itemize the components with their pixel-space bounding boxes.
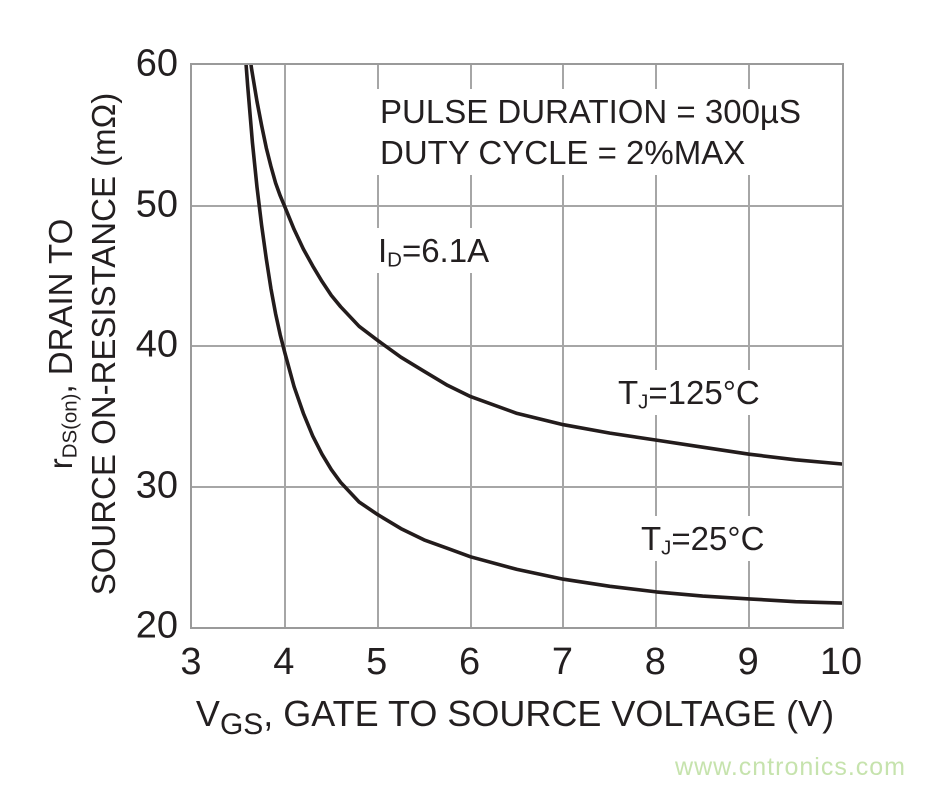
y-tick-label: 60 [135, 42, 178, 85]
x-tick-label: 5 [366, 641, 388, 683]
watermark-text: www.cntronics.com [675, 753, 906, 781]
curve-tj125 [249, 65, 842, 466]
x-tick-label: 9 [737, 641, 759, 683]
y-gridline [192, 345, 842, 347]
curve-tj25 [244, 65, 842, 605]
x-tick-label: 4 [273, 641, 295, 683]
y-gridline [192, 204, 842, 207]
duty-cycle-text: DUTY CYCLE = 2%MAX [380, 134, 746, 171]
curve-label-tj125: TJ=125°C [612, 370, 766, 415]
x-tick-label: 8 [644, 641, 666, 683]
curves-svg [244, 65, 842, 605]
drain-current-note: ID=6.1A [372, 228, 496, 273]
plot-area: PULSE DURATION = 300µS DUTY CYCLE = 2%MA… [190, 63, 844, 629]
y-axis-title-line1: rDS(on), DRAIN TO [42, 218, 82, 470]
pulse-duration-text: PULSE DURATION = 300µS [380, 93, 801, 130]
y-gridline [192, 485, 842, 488]
x-tick-label: 6 [458, 641, 481, 683]
y-tick-label: 30 [135, 464, 178, 506]
test-conditions-note: PULSE DURATION = 300µS DUTY CYCLE = 2%MA… [374, 89, 807, 175]
x-tick-label: 10 [819, 641, 863, 683]
x-axis-title: VGS, GATE TO SOURCE VOLTAGE (V) [195, 693, 835, 742]
curve-label-tj25: TJ=25°C [635, 516, 771, 561]
y-tick-label: 40 [135, 323, 178, 366]
x-tick-label: 3 [180, 641, 202, 683]
x-tick-label: 7 [551, 641, 573, 683]
y-tick-label: 20 [135, 604, 178, 647]
y-tick-label: 50 [135, 183, 178, 225]
